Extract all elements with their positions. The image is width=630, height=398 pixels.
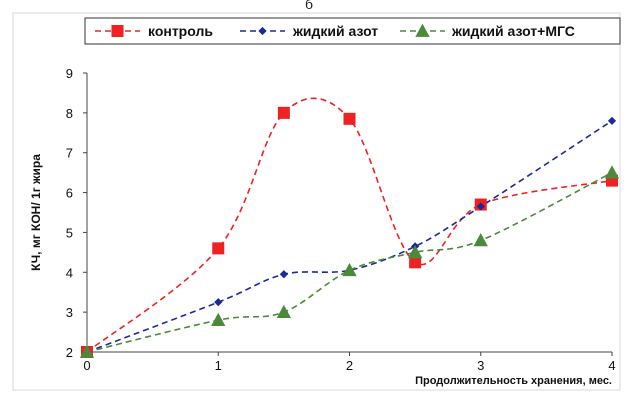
axes-group: 2 3 4 5 6 7 8 9 0 1 2 3 4 Продолжительность хранения,… — [29, 66, 616, 387]
legend-marker-2 — [415, 23, 430, 37]
x-tick-label: 1 — [215, 358, 222, 373]
x-tick-label: 2 — [346, 358, 353, 373]
data-point-series-0 — [343, 112, 356, 125]
legend-marker-1 — [258, 26, 267, 36]
legend-box — [84, 17, 621, 45]
series-line-1 — [86, 120, 613, 353]
legend-label-0: контроль — [148, 23, 213, 39]
data-point-series-2 — [276, 304, 292, 318]
data-point-series-1 — [476, 202, 485, 211]
y-axis-title: КЧ, мг КОН/ 1г жира — [29, 154, 43, 271]
series-group — [79, 97, 620, 358]
series-line-2 — [86, 171, 613, 353]
data-point-series-2 — [79, 344, 95, 358]
data-point-series-2 — [342, 262, 357, 277]
y-tick-label: 3 — [66, 305, 73, 320]
x-tick-label: 0 — [83, 358, 90, 373]
series-line-0 — [86, 97, 613, 353]
figure-panel-label: б — [305, 0, 314, 12]
x-tick-label: 3 — [477, 358, 484, 373]
data-point-series-0 — [409, 256, 422, 269]
data-point-series-2 — [407, 245, 423, 259]
data-point-series-1 — [607, 116, 617, 125]
data-point-series-2 — [211, 312, 226, 326]
legend-label-2: жидкий азот+МГС — [451, 23, 575, 39]
legend-marker-0 — [111, 25, 124, 37]
legend-group: контроль жидкий азот жидкий азот+МГС — [95, 23, 575, 39]
data-point-series-0 — [277, 106, 290, 119]
data-point-series-1 — [279, 270, 288, 279]
data-point-series-1 — [214, 298, 223, 307]
y-tick-label: 7 — [66, 146, 73, 161]
data-point-series-2 — [473, 233, 488, 247]
y-tick-label: 4 — [66, 265, 73, 280]
y-tick-label: 6 — [66, 186, 73, 201]
data-point-series-2 — [604, 165, 620, 179]
data-point-series-0 — [212, 242, 225, 255]
y-tick-label: 2 — [66, 345, 73, 360]
plot-area-frame — [12, 12, 621, 391]
y-tick-label: 9 — [66, 66, 73, 81]
legend-label-1: жидкий азот — [292, 23, 378, 39]
x-tick-label: 4 — [608, 358, 615, 373]
x-axis-title: Продолжительность хранения, мес. — [415, 375, 612, 387]
y-tick-label: 5 — [66, 225, 73, 240]
y-tick-label: 8 — [66, 106, 73, 121]
